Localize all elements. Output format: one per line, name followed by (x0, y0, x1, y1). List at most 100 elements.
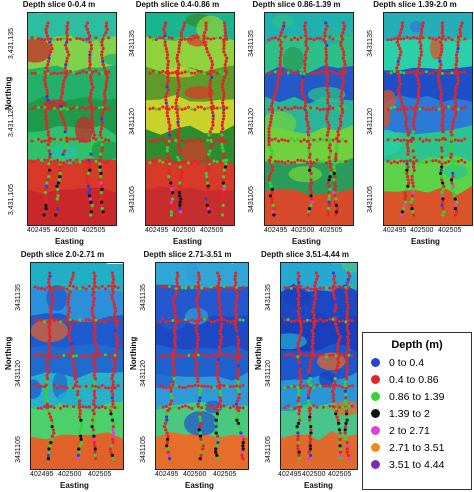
survey-point (237, 338, 241, 342)
survey-point (439, 98, 443, 102)
survey-point (441, 181, 445, 185)
survey-point (283, 138, 287, 142)
survey-point (454, 101, 458, 105)
survey-point (206, 72, 210, 76)
survey-point (315, 158, 319, 162)
survey-point (298, 332, 302, 336)
survey-point (178, 207, 182, 211)
survey-point (199, 139, 203, 143)
survey-point (341, 319, 345, 323)
survey-point (111, 383, 115, 387)
x-tick-label: 402500 (54, 227, 78, 234)
survey-point (238, 385, 242, 389)
survey-point (415, 107, 419, 111)
survey-point (442, 210, 446, 214)
survey-point (337, 139, 341, 143)
survey-point (197, 316, 201, 320)
survey-point (175, 271, 179, 275)
survey-point (172, 361, 176, 365)
survey-point (177, 152, 181, 156)
survey-point (413, 111, 417, 115)
survey-point (46, 377, 50, 381)
depth-slice-panel-1: Depth slice 0-0.4 m Northing 3,431,135 3… (0, 0, 118, 250)
survey-point (166, 447, 170, 451)
survey-point (216, 355, 220, 359)
survey-point (417, 85, 421, 89)
depth-slice-panel-6: Depth slice 2.71-3.51 m Northing 3431135… (125, 250, 250, 492)
survey-point (78, 354, 82, 358)
survey-point (198, 415, 202, 419)
survey-point (59, 107, 63, 111)
survey-point (340, 88, 344, 92)
anomaly-blob (288, 166, 322, 183)
survey-point (68, 107, 72, 111)
survey-point (67, 332, 71, 336)
survey-point (151, 69, 155, 73)
survey-point (62, 353, 66, 357)
survey-point (334, 286, 338, 290)
survey-point (306, 393, 310, 397)
survey-point (343, 428, 347, 432)
survey-point (168, 127, 172, 131)
anomaly-blob (271, 14, 295, 28)
survey-point (233, 322, 237, 326)
survey-point (88, 194, 92, 198)
survey-point (196, 138, 200, 142)
survey-point (342, 66, 346, 70)
survey-point (324, 82, 328, 86)
survey-point (398, 31, 403, 35)
survey-point (171, 319, 175, 322)
survey-point (154, 70, 158, 74)
survey-point (98, 165, 102, 169)
survey-point (169, 200, 174, 204)
survey-point (444, 161, 448, 165)
survey-point (301, 75, 306, 79)
survey-point (219, 318, 223, 322)
survey-point (49, 290, 54, 294)
survey-point (46, 59, 51, 64)
survey-point (344, 353, 348, 357)
survey-point (315, 71, 319, 75)
survey-point (59, 385, 63, 389)
survey-point (95, 348, 99, 352)
survey-point (269, 155, 273, 159)
survey-point (46, 364, 50, 368)
survey-point (56, 181, 60, 185)
survey-point (222, 50, 226, 54)
survey-point (302, 320, 306, 323)
survey-point (195, 341, 199, 345)
survey-point (270, 149, 274, 153)
survey-point (411, 130, 415, 134)
survey-point (92, 297, 96, 301)
survey-point (47, 175, 51, 179)
survey-point (55, 187, 60, 191)
survey-point (314, 271, 318, 275)
survey-point (46, 341, 51, 345)
survey-point (419, 47, 423, 51)
survey-point (424, 138, 428, 142)
survey-point (331, 138, 335, 142)
survey-point (186, 138, 190, 142)
survey-point (178, 213, 182, 217)
survey-point (177, 385, 181, 389)
survey-point (305, 47, 309, 51)
survey-point (300, 85, 304, 89)
survey-point (46, 453, 50, 457)
survey-point (68, 322, 72, 326)
survey-point (172, 367, 176, 371)
survey-point (240, 450, 244, 454)
survey-point (411, 171, 415, 175)
survey-point (180, 171, 184, 175)
survey-point (329, 165, 333, 169)
survey-point (286, 159, 290, 163)
survey-point (218, 348, 222, 352)
survey-point (205, 181, 210, 185)
survey-point (318, 353, 322, 357)
survey-point (309, 319, 313, 322)
survey-point (440, 36, 444, 40)
survey-point (439, 95, 443, 99)
survey-point (166, 146, 170, 150)
survey-point (328, 35, 332, 39)
survey-point (168, 133, 172, 137)
survey-point (221, 101, 225, 105)
